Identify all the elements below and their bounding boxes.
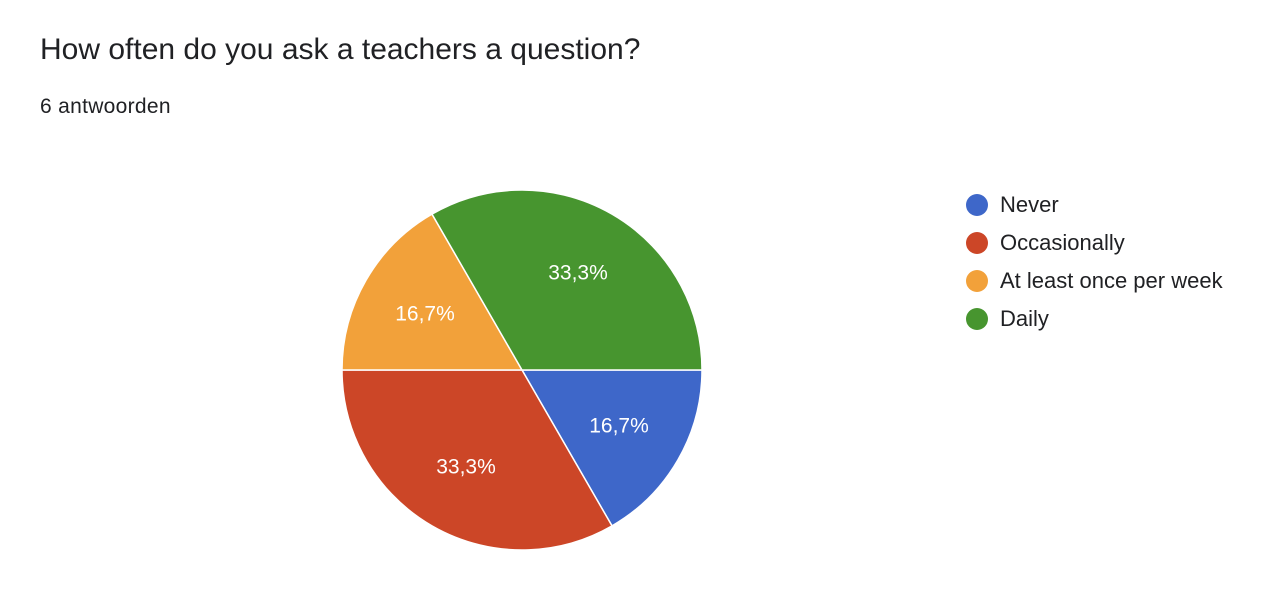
response-count: 6 antwoorden (40, 95, 171, 118)
pie-slice-occasionally[interactable] (341, 369, 614, 551)
legend-swatch (966, 308, 988, 330)
legend-label: Daily (1000, 306, 1049, 331)
pie-slices (341, 189, 703, 551)
pie-slice-labels: 16,7% 33,3% 16,7% 33,3% (395, 262, 649, 479)
chart-legend: Never Occasionally At least once per week D… (966, 186, 1223, 338)
slice-label-at-least-once-per-week: 16,7% (395, 303, 455, 326)
legend-swatch (966, 270, 988, 292)
legend-swatch (966, 232, 988, 254)
legend-label: Never (1000, 192, 1059, 217)
question-title: How often do you ask a teachers a questi… (40, 33, 641, 66)
legend-item-never[interactable]: Never (966, 186, 1223, 224)
slice-label-occasionally: 33,3% (436, 455, 496, 478)
legend-item-occasionally[interactable]: Occasionally (966, 224, 1223, 262)
pie-slice-daily[interactable] (430, 189, 703, 371)
slice-label-never: 16,7% (589, 415, 649, 438)
pie-slice-at-least-once-per-week[interactable] (341, 213, 524, 371)
legend-label: Occasionally (1000, 230, 1125, 255)
pie-slice-never[interactable] (520, 369, 703, 527)
legend-label: At least once per week (1000, 268, 1223, 293)
legend-item-daily[interactable]: Daily (966, 300, 1223, 338)
legend-swatch (966, 194, 988, 216)
legend-item-at-least-once-per-week[interactable]: At least once per week (966, 262, 1223, 300)
slice-label-daily: 33,3% (548, 262, 608, 285)
